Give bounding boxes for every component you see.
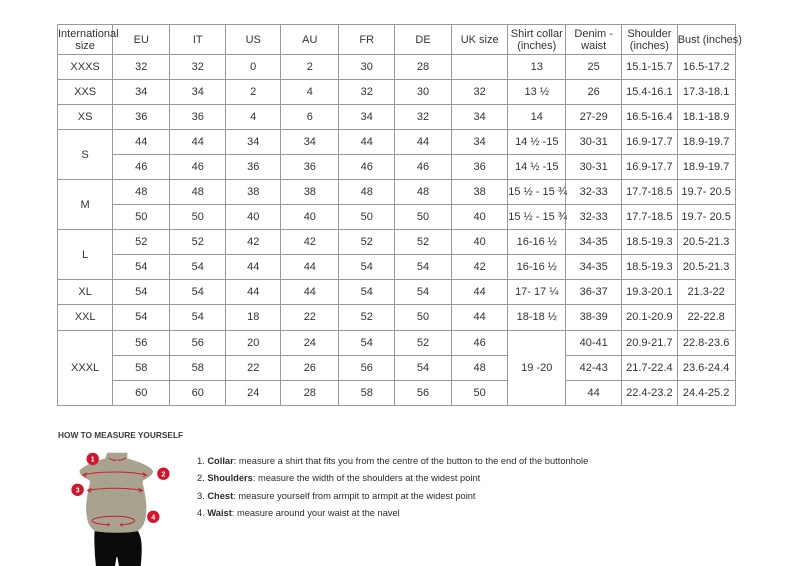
svg-text:1: 1: [91, 455, 95, 464]
svg-text:3: 3: [76, 486, 80, 495]
svg-text:2: 2: [161, 469, 165, 478]
